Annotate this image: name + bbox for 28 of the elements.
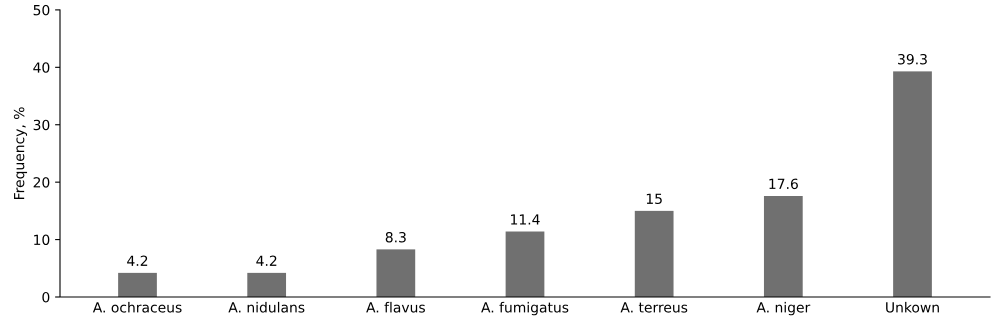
data-label: 8.3 xyxy=(386,232,406,242)
y-tick-label: 50 xyxy=(34,4,50,16)
y-tick-label: 0 xyxy=(42,292,50,302)
data-label: 11.4 xyxy=(511,214,540,224)
x-tick-label: A. niger xyxy=(756,302,810,316)
y-tick-label: 10 xyxy=(34,234,50,246)
x-tick-label: A. flavus xyxy=(366,302,425,313)
y-tick-label: 40 xyxy=(33,62,50,73)
x-tick-label: A. ochraceus xyxy=(92,302,182,313)
data-label: 4.2 xyxy=(256,256,276,266)
data-label: 15 xyxy=(646,194,662,204)
x-tick-label: Unkown xyxy=(886,302,939,313)
y-axis-title: Frequency, % xyxy=(14,107,28,199)
bar xyxy=(376,249,416,297)
bar xyxy=(118,272,157,297)
x-tick-label: A. nidulans xyxy=(228,302,304,313)
bar xyxy=(764,196,803,297)
bar xyxy=(247,272,286,297)
y-tick-label: 30 xyxy=(34,120,50,130)
data-label: 17.6 xyxy=(769,178,798,190)
x-tick-label: A. fumigatus xyxy=(481,302,568,316)
data-label: 39.3 xyxy=(898,54,927,64)
bar xyxy=(634,210,674,297)
y-tick-label: 20 xyxy=(34,177,50,188)
x-tick-label: A. terreus xyxy=(620,302,688,313)
bar xyxy=(506,232,544,297)
data-label: 4.2 xyxy=(127,256,148,266)
bar xyxy=(893,71,932,297)
